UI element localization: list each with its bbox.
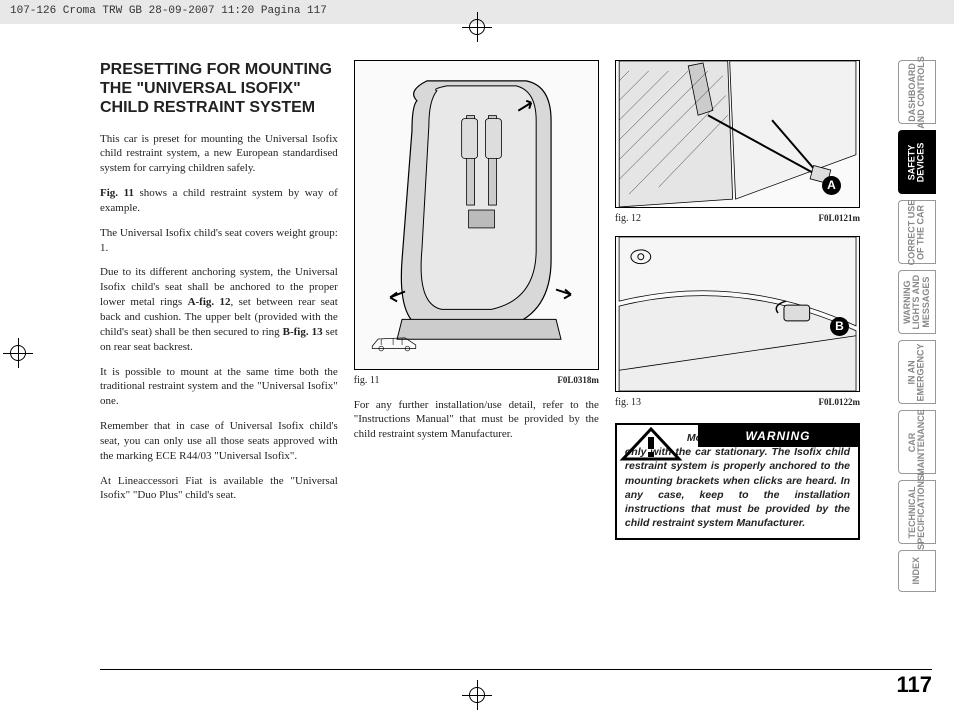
page-content: PRESETTING FOR MOUNTING THE "UNIVERSAL I…: [100, 60, 860, 680]
body-paragraph: At Lineaccessori Fiat is available the "…: [100, 474, 338, 504]
warning-box: WARNING Mount the child restraint system…: [615, 423, 860, 540]
text-column-middle: fig. 11 F0L0318m For any further install…: [354, 60, 599, 680]
callout-marker-b: B: [830, 317, 849, 336]
crop-mark-left: [3, 338, 33, 368]
callout-marker-a: A: [822, 176, 841, 195]
section-tab[interactable]: CORRECT USEOF THE CAR: [898, 200, 936, 264]
figure-caption: fig. 12 F0L0121m: [615, 212, 860, 226]
figure-code: F0L0318m: [557, 374, 599, 388]
crop-mark-top: [462, 12, 492, 42]
body-paragraph: Due to its different anchoring system, t…: [100, 265, 338, 354]
figure-code: F0L0121m: [819, 212, 861, 226]
figure-label: fig. 11: [354, 374, 380, 388]
section-tab[interactable]: WARNINGLIGHTS ANDMESSAGES: [898, 270, 936, 334]
section-tab[interactable]: DASHBOARDAND CONTROLS: [898, 60, 936, 124]
text-column-right: A fig. 12 F0L0121m B fig. 13 F0: [615, 60, 860, 680]
text-column-left: PRESETTING FOR MOUNTING THE "UNIVERSAL I…: [100, 60, 338, 680]
section-tab[interactable]: IN ANEMERGENCY: [898, 340, 936, 404]
figure-11: [354, 60, 599, 370]
footer-rule: [100, 669, 932, 670]
warning-title: WARNING: [698, 425, 858, 447]
body-paragraph: It is possible to mount at the same time…: [100, 365, 338, 410]
section-heading: PRESETTING FOR MOUNTING THE "UNIVERSAL I…: [100, 60, 338, 118]
figure-13: B: [615, 236, 860, 392]
figure-caption: fig. 13 F0L0122m: [615, 396, 860, 410]
figure-code: F0L0122m: [819, 396, 861, 410]
section-tab[interactable]: INDEX: [898, 550, 936, 592]
body-paragraph: Remember that in case of Universal Isofi…: [100, 419, 338, 464]
section-tab[interactable]: TECHNICALSPECIFICATIONS: [898, 480, 936, 544]
figure-caption: fig. 11 F0L0318m: [354, 374, 599, 388]
body-paragraph: For any further installation/use detail,…: [354, 398, 599, 443]
section-tab[interactable]: CARMAINTENANCE: [898, 410, 936, 474]
section-tab[interactable]: SAFETYDEVICES: [898, 130, 936, 194]
figure-label: fig. 12: [615, 212, 641, 226]
body-paragraph: This car is preset for mounting the Univ…: [100, 132, 338, 177]
body-paragraph: Fig. 11 shows a child restraint system b…: [100, 186, 338, 216]
body-paragraph: The Universal Isofix child's seat covers…: [100, 226, 338, 256]
section-tabs: DASHBOARDAND CONTROLS SAFETYDEVICES CORREC…: [898, 60, 936, 592]
page-number: 117: [897, 672, 933, 698]
figure-label: fig. 13: [615, 396, 641, 410]
figure-12: A: [615, 60, 860, 208]
warning-icon: [619, 427, 683, 461]
